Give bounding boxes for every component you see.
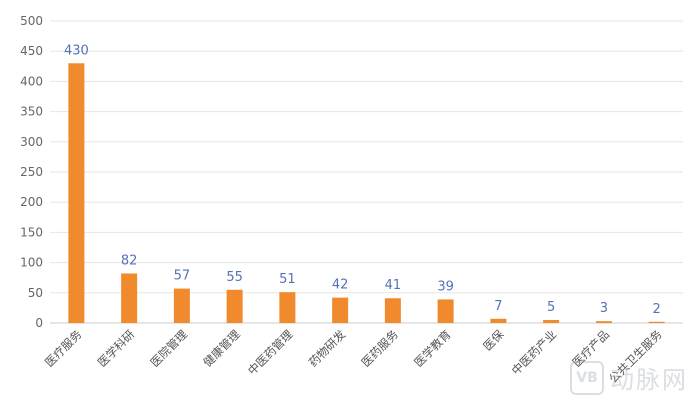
data-label: 7 (494, 299, 502, 314)
vb-logo-icon: VB (570, 360, 604, 395)
bars (68, 63, 665, 323)
data-label: 39 (437, 279, 454, 294)
y-tick-label: 0 (35, 316, 43, 330)
category-label: 医药服务 (359, 327, 402, 370)
bar (384, 298, 401, 323)
y-tick-label: 300 (20, 135, 43, 149)
y-tick-label: 200 (20, 195, 43, 209)
data-label: 82 (121, 253, 138, 268)
category-label: 中医药管理 (245, 327, 296, 378)
bar (595, 321, 612, 323)
bar (121, 273, 138, 323)
grid-lines (50, 20, 683, 324)
data-label: 51 (279, 272, 296, 287)
bar (332, 297, 349, 323)
y-tick-label: 150 (20, 225, 43, 239)
bar (543, 319, 560, 323)
data-label: 5 (547, 300, 555, 315)
y-tick-label: 50 (28, 286, 43, 300)
y-tick-label: 500 (20, 14, 43, 28)
bar (437, 299, 454, 323)
category-label: 医学教育 (411, 327, 453, 369)
category-label: 医保 (480, 327, 507, 354)
bar (68, 63, 85, 323)
data-label: 57 (174, 269, 191, 284)
category-label: 医疗服务 (42, 327, 85, 370)
y-axis-ticks: 0 50 100 150 200 250 300 350 400 450 500 (20, 14, 43, 330)
watermark-text: 动脉网 (610, 366, 688, 394)
y-tick-label: 250 (20, 165, 43, 179)
category-label: 中医药产业 (509, 327, 560, 378)
bar (648, 321, 665, 323)
y-tick-label: 400 (20, 74, 43, 88)
data-label: 42 (332, 278, 349, 293)
data-label: 3 (600, 301, 608, 316)
bar (490, 318, 507, 323)
category-label: 药物研发 (306, 327, 349, 370)
data-label: 41 (385, 278, 402, 293)
data-label: 55 (226, 270, 243, 285)
data-label: 2 (652, 302, 660, 317)
bar (226, 289, 243, 323)
bar (279, 292, 296, 323)
y-tick-label: 350 (20, 105, 43, 119)
watermark: VB 动脉网 (570, 360, 688, 395)
bar (173, 288, 190, 323)
category-label: 健康管理 (200, 327, 243, 370)
category-label: 医学科研 (95, 327, 138, 370)
data-label: 430 (64, 43, 89, 58)
y-tick-label: 450 (20, 44, 43, 58)
data-labels: 430 82 57 55 51 42 41 39 7 5 3 2 (64, 43, 661, 317)
category-label: 医院管理 (148, 327, 191, 370)
y-tick-label: 100 (20, 256, 43, 270)
